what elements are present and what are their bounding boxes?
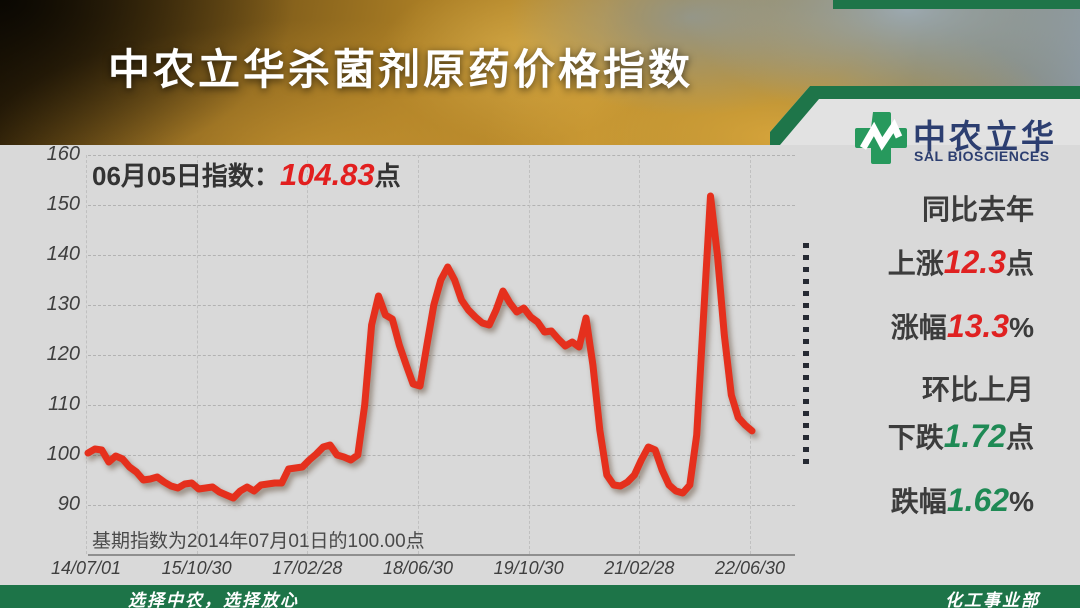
h-gridline [88, 255, 795, 256]
stat-yoy-points-prefix: 上涨 [887, 248, 944, 279]
stat-mom-points-value: 1.72 [943, 418, 1006, 454]
h-gridline [88, 205, 795, 206]
top-green-strip [833, 0, 1080, 9]
page-title: 中农立华杀菌剂原药价格指数 [108, 48, 694, 94]
x-tick-label: 18/06/30 [382, 558, 454, 578]
header-banner-photo: 中农立华杀菌剂原药价格指数 [0, 0, 1080, 145]
stat-mom-percent: 跌幅1.62% [891, 480, 1034, 520]
v-gridline [86, 155, 87, 554]
stat-yoy-pct-value: 13.3 [946, 308, 1010, 344]
v-gridline [307, 155, 309, 554]
stat-mom-pct-value: 1.62 [946, 482, 1010, 518]
stat-mom-points-suffix: 点 [1005, 422, 1034, 453]
base-period-note: 基期指数为2014年07月01日的100.00点 [92, 531, 425, 552]
green-cross-logo-icon [855, 112, 907, 164]
stat-mom-pct-prefix: 跌幅 [890, 486, 947, 517]
stat-yoy-points-suffix: 点 [1005, 248, 1034, 279]
h-gridline [88, 455, 795, 456]
footer-slogan: 选择中农，选择放心 [128, 591, 299, 608]
stat-mom-points: 下跌1.72点 [888, 416, 1034, 456]
stat-yoy-points-value: 12.3 [943, 244, 1006, 280]
x-tick-label: 22/06/30 [714, 558, 786, 578]
v-gridline [196, 155, 198, 554]
x-tick-label: 14/07/01 [50, 558, 122, 578]
x-tick-label: 15/10/30 [161, 558, 232, 578]
h-gridline [88, 305, 795, 306]
stat-mom-label: 环比上月 [921, 374, 1034, 405]
dotted-divider [803, 243, 809, 465]
y-tick-label: 150 [46, 193, 80, 215]
x-axis-line [88, 554, 795, 556]
annotation-prefix: 06月05日指数： [92, 161, 280, 191]
h-gridline [88, 355, 795, 356]
x-tick-label: 17/02/28 [272, 558, 343, 578]
annotation-suffix: 点 [374, 161, 401, 191]
stat-yoy-label: 同比去年 [921, 194, 1034, 225]
footer-department: 化工事业部 [945, 591, 1040, 608]
logo-company-name-cn: 中农立华 [913, 120, 1057, 156]
y-tick-label: 130 [46, 293, 80, 315]
y-tick-label: 120 [46, 343, 80, 365]
latest-index-annotation: 06月05日指数：104.83点 [92, 156, 401, 193]
v-gridline [639, 155, 641, 554]
y-tick-label: 160 [46, 143, 80, 165]
stat-yoy-points: 上涨12.3点 [888, 242, 1034, 282]
v-gridline [750, 155, 751, 554]
company-logo: 中农立华 SAL BIOSCIENCES [845, 100, 1080, 190]
y-tick-label: 100 [46, 443, 80, 465]
stat-yoy-percent: 涨幅13.3% [891, 306, 1034, 346]
stat-mom-pct-suffix: % [1009, 486, 1034, 517]
logo-company-name-en: SAL BIOSCIENCES [914, 148, 1050, 164]
y-tick-label: 140 [46, 243, 80, 265]
v-gridline [418, 155, 419, 554]
v-gridline [528, 155, 530, 554]
x-tick-label: 21/02/28 [604, 558, 675, 578]
y-tick-label: 110 [48, 393, 80, 415]
y-tick-label: 90 [57, 493, 80, 515]
footer-bar: 选择中农，选择放心 化工事业部 [0, 585, 1080, 608]
h-gridline [88, 155, 795, 156]
x-tick-label: 19/10/30 [493, 558, 564, 578]
annotation-value: 104.83 [279, 157, 375, 192]
h-gridline [88, 505, 795, 506]
h-gridline [88, 405, 795, 406]
stat-yoy-pct-prefix: 涨幅 [890, 312, 947, 343]
stat-yoy-pct-suffix: % [1009, 312, 1034, 343]
price-line-series [84, 192, 756, 502]
stat-mom-points-prefix: 下跌 [887, 422, 944, 453]
